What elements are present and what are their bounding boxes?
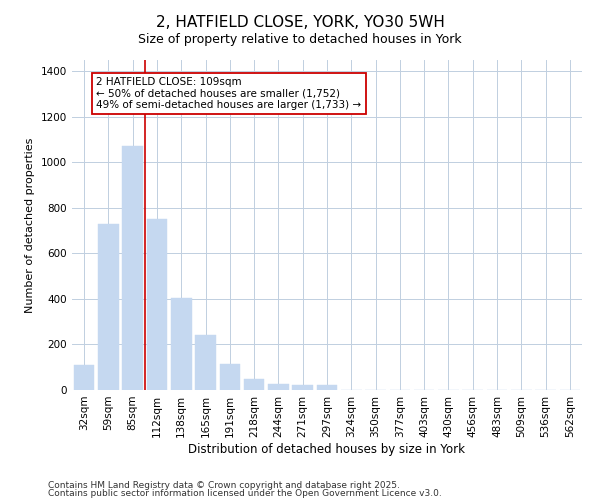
- Bar: [317, 386, 337, 390]
- Bar: [122, 146, 143, 390]
- Text: 2 HATFIELD CLOSE: 109sqm
← 50% of detached houses are smaller (1,752)
49% of sem: 2 HATFIELD CLOSE: 109sqm ← 50% of detach…: [96, 77, 361, 110]
- Y-axis label: Number of detached properties: Number of detached properties: [25, 138, 35, 312]
- Bar: [195, 334, 216, 390]
- Text: 2, HATFIELD CLOSE, YORK, YO30 5WH: 2, HATFIELD CLOSE, YORK, YO30 5WH: [155, 15, 445, 30]
- Bar: [98, 224, 119, 390]
- Bar: [171, 298, 191, 390]
- Text: Size of property relative to detached houses in York: Size of property relative to detached ho…: [138, 32, 462, 46]
- Bar: [146, 220, 167, 390]
- Text: Contains public sector information licensed under the Open Government Licence v3: Contains public sector information licen…: [48, 489, 442, 498]
- Bar: [292, 386, 313, 390]
- Bar: [220, 364, 240, 390]
- Bar: [244, 378, 265, 390]
- Bar: [74, 365, 94, 390]
- Bar: [268, 384, 289, 390]
- X-axis label: Distribution of detached houses by size in York: Distribution of detached houses by size …: [188, 442, 466, 456]
- Text: Contains HM Land Registry data © Crown copyright and database right 2025.: Contains HM Land Registry data © Crown c…: [48, 480, 400, 490]
